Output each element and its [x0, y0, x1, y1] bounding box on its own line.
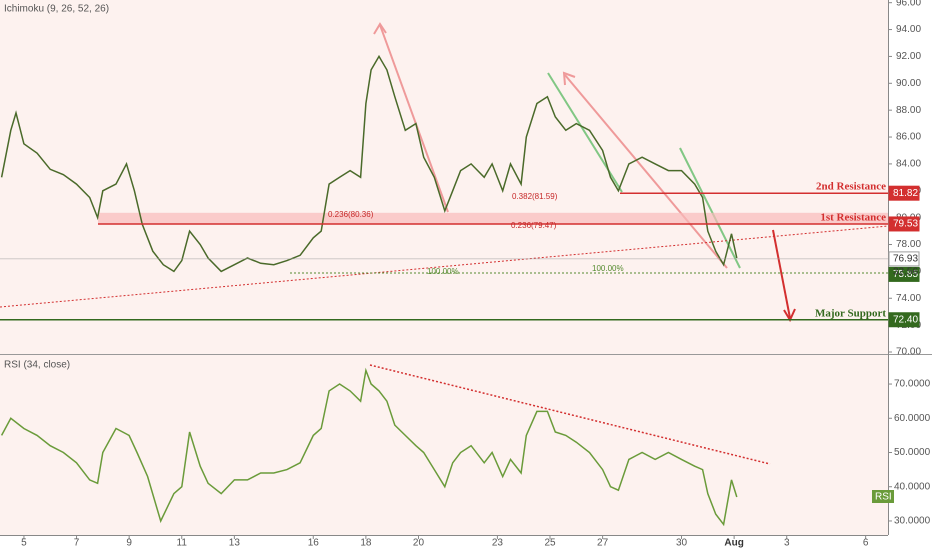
x-tick-label: 11: [177, 538, 188, 549]
y-tick-label: 84.00: [896, 159, 921, 170]
y-tick-label: 92.00: [896, 51, 921, 62]
legend-label: RSI: [875, 492, 892, 503]
x-tick-label: 30: [676, 538, 688, 549]
x-tick-label: 7: [74, 538, 80, 549]
x-tick-label: 23: [492, 538, 504, 549]
rsi-title: RSI (34, close): [4, 360, 70, 371]
fib-label: 100.00%: [427, 267, 459, 276]
y-tick-label: 90.00: [896, 78, 921, 89]
price-tag-label: 79.53: [893, 219, 918, 230]
y-tick-label: 88.00: [896, 105, 921, 116]
x-tick-label: 13: [229, 538, 241, 549]
y-tick-label: 30.0000: [894, 516, 931, 527]
price-tag-label: 81.82: [893, 188, 918, 199]
price-tag-label: 72.40: [893, 314, 918, 325]
price-tag-label: 75.85: [893, 269, 918, 280]
price-tag: [888, 185, 920, 201]
rsi-line: [0, 367, 738, 527]
price-tag: [888, 251, 920, 267]
y-tick-label: 86.00: [896, 132, 921, 143]
x-tick-label: 6: [863, 538, 869, 549]
resistance-zone: [98, 212, 888, 224]
x-tick-label: 16: [308, 538, 320, 549]
price-tag: [888, 216, 920, 232]
y-tick-label: 70.0000: [894, 379, 931, 390]
fib-label: 100.00%: [592, 264, 624, 273]
y-tick-label: 40.0000: [894, 481, 931, 492]
x-tick-label: Aug: [724, 538, 743, 549]
x-tick-label: 25: [544, 538, 556, 549]
price-tag-label: 76.93: [893, 254, 918, 265]
x-tick-label: 5: [21, 538, 27, 549]
y-tick-label: 60.0000: [894, 413, 931, 424]
fib-label: 0.382(81.59): [512, 192, 558, 201]
fib-label: 0.236(80.36): [328, 210, 374, 219]
level-label: 1st Resistance: [820, 211, 886, 223]
countdown: 32.56: [893, 267, 918, 278]
legend-swatch: [872, 490, 894, 503]
rising-trendline: [0, 225, 889, 308]
y-tick-label: 50.0000: [894, 447, 931, 458]
x-tick-label: 9: [126, 538, 132, 549]
price-tag: [888, 266, 920, 282]
y-tick-label: 96.00: [896, 0, 921, 8]
chart-title: Ichimoku (9, 26, 52, 26): [4, 4, 109, 15]
y-tick-label: 94.00: [896, 24, 921, 35]
rsi-trendline: [369, 364, 771, 465]
x-tick-label: 27: [597, 538, 609, 549]
x-tick-label: 18: [360, 538, 372, 549]
price-tag: [888, 312, 920, 328]
level-label: 2nd Resistance: [816, 181, 886, 193]
y-tick-label: 70.00: [896, 347, 921, 358]
x-tick-label: 3: [784, 538, 790, 549]
x-tick-label: 20: [413, 538, 425, 549]
y-tick-label: 74.00: [896, 293, 921, 304]
level-label: Major Support: [815, 307, 886, 319]
price-line: [0, 54, 738, 273]
y-tick-label: 78.00: [896, 239, 921, 250]
fib-label: 0.236(79.47): [511, 221, 557, 230]
